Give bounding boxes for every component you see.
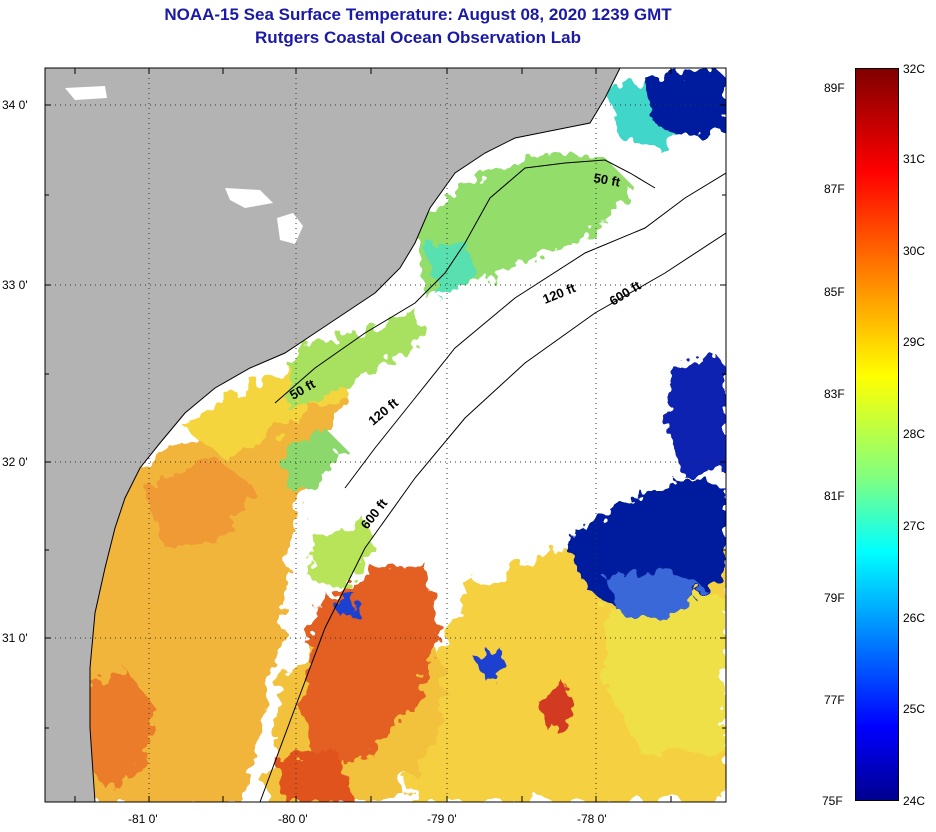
- colorbar-gradient: [856, 69, 898, 800]
- tick-marks: [45, 68, 726, 802]
- colorbar-f-87: 87F: [824, 182, 845, 196]
- colorbar-c-31: 31C: [903, 152, 926, 166]
- sst-cold-speck-1: [475, 648, 505, 680]
- sst-map: 50 ft 50 ft 120 ft 120 ft 600 ft 600 ft: [44, 67, 727, 803]
- lon-label-80: -80 0': [278, 812, 308, 826]
- lat-label-31: 31 0': [2, 631, 28, 645]
- colorbar-c-26: 26C: [903, 611, 926, 625]
- colorbar-c-24: 24C: [903, 794, 926, 808]
- lat-label-32: 32 0': [2, 455, 28, 469]
- land-cloud-1: [277, 213, 303, 244]
- map-title: NOAA-15 Sea Surface Temperature: August …: [164, 5, 672, 24]
- sst-orange-band-upper: [145, 458, 255, 548]
- land-cloud-3: [65, 86, 107, 100]
- colorbar-f-77: 77F: [824, 693, 845, 707]
- sst-hot-patch-coastal: [85, 668, 155, 788]
- sst-cold-patch-north: [645, 68, 726, 138]
- map-border: [44, 67, 727, 803]
- temperature-colorbar: [855, 68, 899, 801]
- sst-warm-coastal-band: [85, 358, 345, 802]
- gridlines: [45, 68, 726, 802]
- lon-label-79: -79 0': [427, 812, 457, 826]
- colorbar-f-81: 81F: [824, 489, 845, 503]
- colorbar-f-75: 75F: [822, 794, 843, 808]
- lon-label-78: -78 0': [577, 812, 607, 826]
- colorbar-c-32: 32C: [903, 62, 926, 76]
- sst-green-coastal: [285, 428, 345, 488]
- colorbar-f-85: 85F: [824, 285, 845, 299]
- lat-label-33: 33 0': [2, 278, 28, 292]
- sst-blue-gradient: [605, 568, 705, 618]
- depth-label-50ft-north: 50 ft: [592, 170, 622, 190]
- colorbar-c-28: 28C: [903, 427, 926, 441]
- sst-cyan-shelf: [425, 238, 475, 298]
- map-subtitle: Rutgers Coastal Ocean Observation Lab: [255, 28, 581, 47]
- colorbar-c-30: 30C: [903, 244, 926, 258]
- sst-cool-shelf-mid: [285, 308, 425, 408]
- sst-cold-patch-ne: [665, 353, 726, 478]
- lon-label-81: -81 0': [128, 812, 158, 826]
- sst-hot-patch-east: [535, 683, 575, 733]
- sst-hot-patch-south: [275, 748, 355, 802]
- sst-hot-patch-central: [300, 563, 440, 768]
- land-cloud-2: [225, 188, 273, 208]
- lat-label-34: 34 0': [2, 98, 28, 112]
- colorbar-c-27: 27C: [903, 519, 926, 533]
- colorbar-c-29: 29C: [903, 335, 926, 349]
- sst-green-patch: [310, 518, 375, 588]
- contour-600ft: [259, 232, 726, 802]
- contour-120ft: [344, 172, 726, 489]
- colorbar-c-25: 25C: [903, 702, 926, 716]
- colorbar-f-89: 89F: [824, 81, 845, 95]
- sst-cold-speck-2: [335, 593, 357, 616]
- contour-50ft: [274, 159, 656, 404]
- sst-map-canvas: 50 ft 50 ft 120 ft 120 ft 600 ft 600 ft: [44, 67, 727, 803]
- sst-yellow-offshore-east: [605, 588, 726, 758]
- coastline: [89, 68, 621, 802]
- colorbar-f-83: 83F: [824, 387, 845, 401]
- land-mass: [45, 68, 620, 802]
- colorbar-f-79: 79F: [824, 591, 845, 605]
